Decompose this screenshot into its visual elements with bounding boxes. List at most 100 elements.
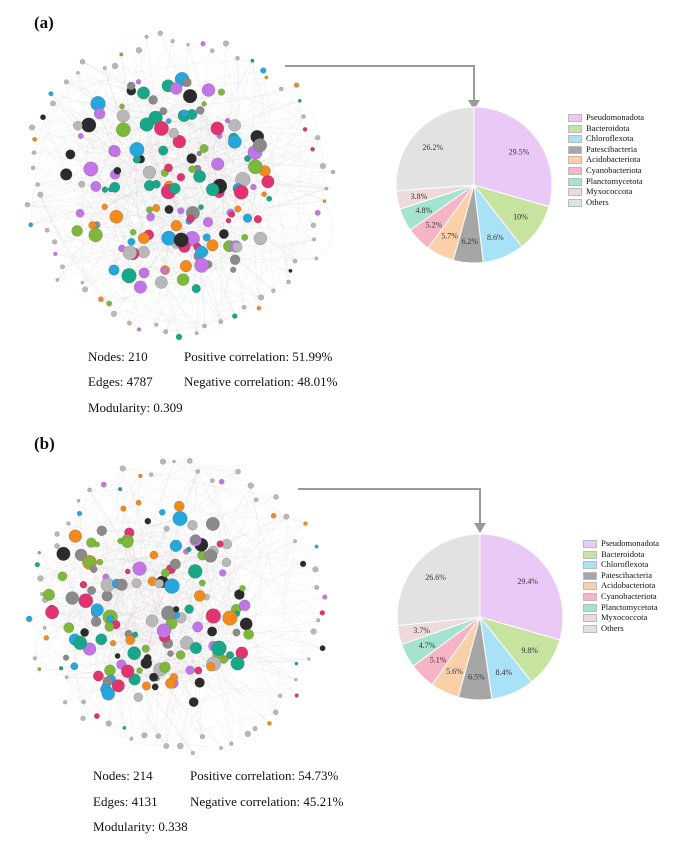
network-node (157, 30, 163, 36)
network-edge (234, 141, 262, 220)
pie-slice-label: 4.7% (419, 641, 436, 650)
network-node (129, 229, 137, 236)
negative-correlation-stat: Negative correlation: 48.01% (184, 374, 338, 389)
network-edge (27, 204, 166, 271)
pie-slice-label: 26.2% (422, 143, 443, 152)
network-node (111, 62, 118, 69)
legend-swatch (583, 603, 597, 612)
network-edge (122, 468, 176, 565)
pie-slice-label: 5.2% (426, 221, 443, 230)
network-node (234, 205, 242, 213)
network-node (253, 231, 267, 246)
network-edge (95, 612, 276, 713)
network-node (155, 276, 168, 289)
network-node (73, 635, 87, 650)
network-edge (100, 297, 197, 334)
network-node (75, 208, 85, 218)
network-node (169, 539, 182, 552)
network-node (159, 509, 166, 516)
network-node (170, 39, 175, 44)
network-node (101, 203, 108, 210)
network-node (40, 114, 46, 121)
network-node (219, 229, 229, 239)
network-node (168, 128, 179, 139)
network-node (173, 606, 180, 613)
network-node (60, 168, 73, 181)
network-edge (166, 543, 221, 747)
network-edge (31, 127, 327, 189)
legend-swatch (583, 593, 597, 602)
network-edge (165, 246, 236, 332)
network-node (70, 662, 79, 671)
network-node (230, 266, 237, 273)
network-node (154, 121, 169, 136)
network-edge (197, 465, 213, 481)
network-edge (129, 163, 218, 253)
network-node (301, 114, 306, 119)
network-node (149, 550, 159, 560)
network-node (165, 118, 172, 124)
legend-label: Pseudomonadota (601, 538, 660, 548)
network-edge (103, 484, 240, 595)
pie-slice-label: 4.8% (415, 206, 432, 215)
network-edge (182, 219, 259, 280)
network-edge (56, 533, 231, 656)
network-edge (62, 128, 162, 267)
network-node (252, 138, 267, 153)
pie-slice-label: 3.7% (413, 626, 430, 635)
network-node (55, 278, 60, 282)
network-node (244, 730, 251, 737)
network-edge (134, 634, 174, 678)
network-node (143, 654, 152, 663)
network-node (206, 183, 220, 197)
network-edge (166, 658, 226, 747)
network-edge (77, 72, 140, 330)
network-node (33, 656, 37, 661)
network-node (292, 259, 298, 264)
network-node (206, 662, 216, 672)
network-edge (257, 124, 318, 138)
network-edge (191, 137, 235, 159)
network-edge (110, 461, 175, 618)
network-node (278, 693, 283, 698)
network-edge (55, 172, 165, 255)
network-node (108, 264, 120, 276)
network-node (66, 521, 71, 526)
network-node (267, 721, 272, 726)
network-node (94, 541, 100, 548)
network-node (217, 88, 225, 96)
network-node (180, 109, 189, 118)
network-edge (110, 588, 243, 620)
network-edge (42, 117, 105, 207)
network-node (80, 281, 84, 285)
network-edge (180, 626, 198, 747)
panel-a: (a) 29.5% 10% 8.6% 6.2% 5.7% 5.2% 4.8% 3.8% 26.2… (0, 0, 680, 421)
network-edge (66, 609, 177, 678)
network-node (232, 242, 243, 253)
network-node (37, 551, 41, 555)
legend-item: Bacteroidota (583, 549, 644, 559)
network-node (248, 159, 263, 174)
network-edge (117, 539, 196, 657)
network-edge (37, 124, 147, 185)
network-edge (54, 241, 205, 327)
network-edge (212, 50, 325, 202)
network-node (218, 479, 225, 485)
network-edge (202, 540, 296, 584)
network-edge (30, 72, 79, 225)
network-node (247, 482, 254, 489)
network-node (32, 137, 37, 142)
network-edge (68, 571, 128, 628)
network-edge (237, 188, 289, 282)
network-edge (96, 541, 211, 557)
network-node (201, 83, 216, 97)
nodes-stat: Nodes: 210 (88, 349, 148, 364)
pie-slice-label: 8.4% (495, 668, 512, 677)
legend-swatch (568, 177, 582, 186)
network-edge (40, 65, 116, 195)
network-node (152, 180, 161, 189)
network-edge (55, 253, 262, 298)
network-edge (52, 103, 197, 334)
network-edge (179, 91, 222, 142)
network-node (324, 186, 329, 191)
